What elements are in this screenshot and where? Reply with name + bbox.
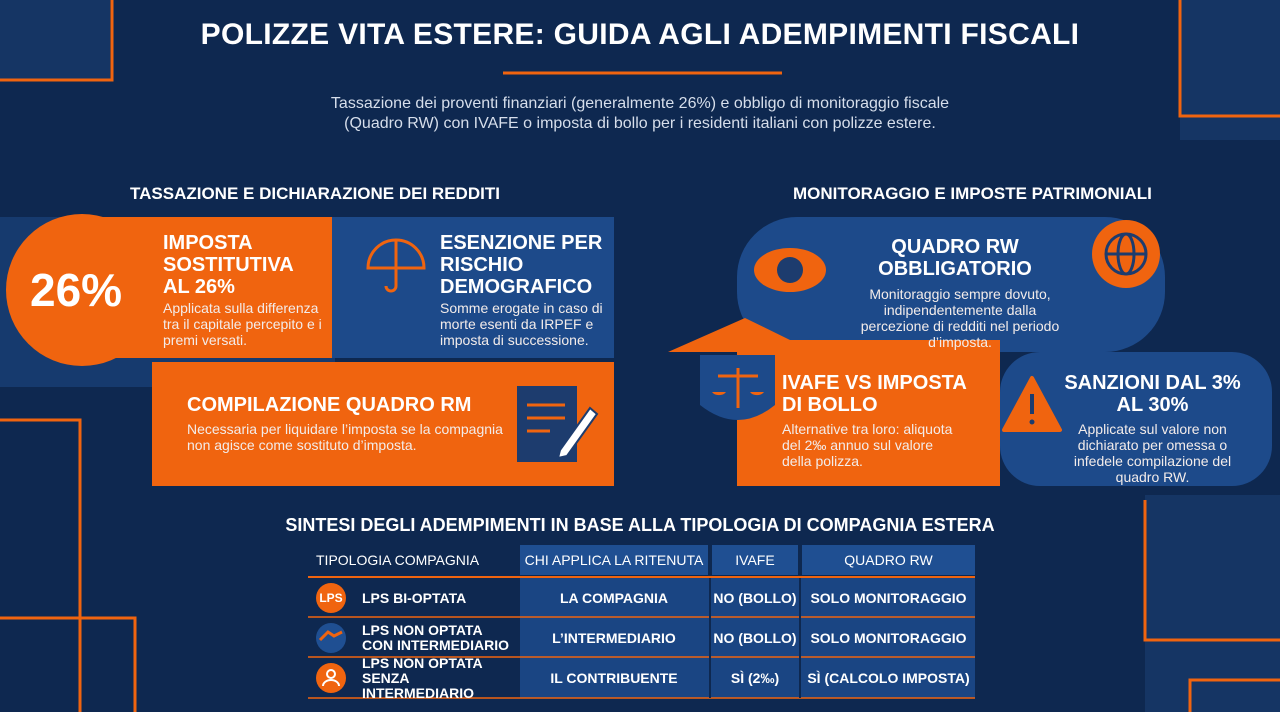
section-heading: TASSAZIONE E DICHIARAZIONE DEI REDDITI: [130, 184, 500, 203]
table-header: IVAFE: [735, 552, 775, 568]
table-cell: SÌ (CALCOLO IMPOSTA): [807, 670, 970, 686]
subtitle-line: (Quadro RW) con IVAFE o imposta di bollo…: [344, 115, 936, 132]
card-title: ESENZIONE PER RISCHIO DEMOGRAFICO: [440, 232, 603, 298]
table-cell: SOLO MONITORAGGIO: [810, 630, 967, 646]
card-title: QUADRO RW OBBLIGATORIO: [878, 236, 1032, 280]
table-header: CHI APPLICA LA RITENUTA: [524, 552, 704, 568]
table-cell: L’INTERMEDIARIO: [552, 630, 676, 646]
table-cell: LA COMPAGNIA: [559, 590, 669, 606]
row-label: LPS NON OPTATA CON INTERMEDIARIO: [362, 622, 509, 653]
card-text: Somme erogate in caso di morte esenti da…: [440, 300, 603, 348]
row-label: LPS NON OPTATA SENZA INTERMEDIARIO: [362, 654, 483, 701]
table-header: TIPOLOGIA COMPAGNIA: [316, 552, 480, 568]
table-cell: NO (BOLLO): [713, 590, 797, 606]
subtitle-line: Tassazione dei proventi finanziari (gene…: [330, 95, 950, 112]
table-cell: SOLO MONITORAGGIO: [810, 590, 967, 606]
table-cell: NO (BOLLO): [713, 630, 797, 646]
card-text: Monitoraggio sempre dovuto, indipendente…: [860, 286, 1060, 350]
card-title: IVAFE VS IMPOSTA DI BOLLO: [782, 372, 967, 416]
table-header: QUADRO RW: [844, 552, 933, 568]
title: POLIZZE VITA ESTERE: GUIDA AGLI ADEMPIME…: [200, 18, 1080, 51]
big-number: 26%: [30, 264, 123, 316]
card-text: Applicate sul valore non dichiarato per …: [1073, 421, 1232, 485]
row-label: LPS BI-OPTATA: [362, 589, 467, 606]
table-title: SINTESI DEGLI ADEMPIMENTI IN BASE ALLA T…: [285, 515, 995, 535]
table-cell: IL CONTRIBUENTE: [550, 670, 678, 686]
card-text: Applicata sulla differenza tra il capita…: [163, 300, 322, 348]
card-title: COMPILAZIONE QUADRO RM: [187, 394, 472, 416]
section-heading: MONITORAGGIO E IMPOSTE PATRIMONIALI: [793, 184, 1152, 203]
table-cell: SÌ (2‰): [730, 670, 780, 686]
card-title: SANZIONI DAL 3% AL 30%: [1064, 372, 1241, 416]
row-badge: LPS: [319, 591, 343, 605]
card-text: Necessaria per liquidare l’imposta se la…: [187, 421, 503, 453]
card-title: IMPOSTA SOSTITUTIVA AL 26%: [163, 232, 293, 298]
card-text: Alternative tra loro: aliquota del 2‰ an…: [782, 421, 953, 469]
